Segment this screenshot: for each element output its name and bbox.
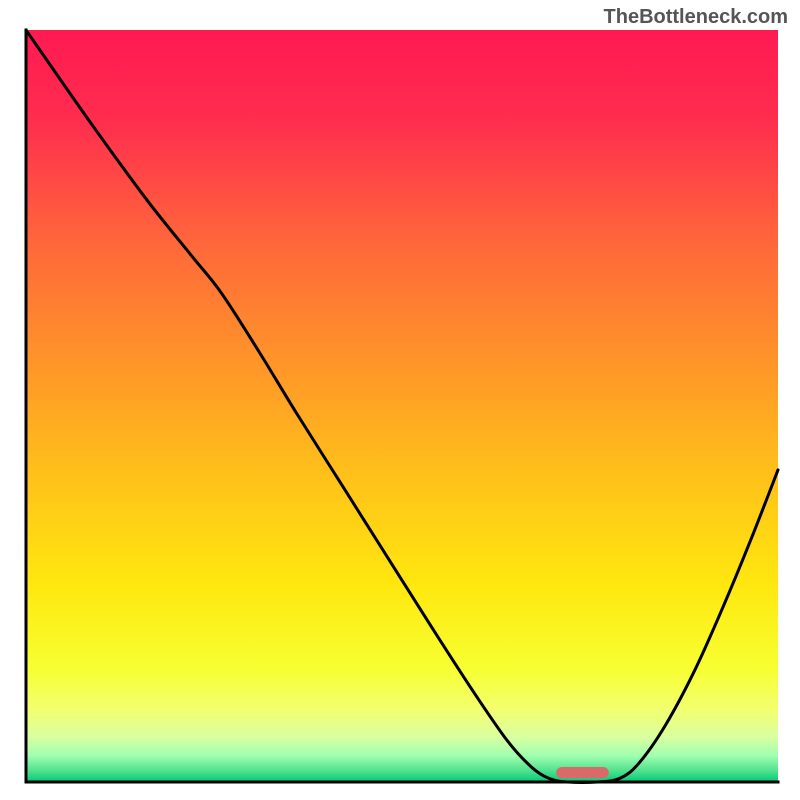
- bottleneck-chart: [0, 0, 800, 800]
- watermark-text: TheBottleneck.com: [604, 6, 788, 29]
- chart-container: { "watermark": { "text": "TheBottleneck.…: [0, 0, 800, 800]
- plot-gradient-area: [26, 30, 778, 782]
- optimal-marker: [556, 767, 609, 778]
